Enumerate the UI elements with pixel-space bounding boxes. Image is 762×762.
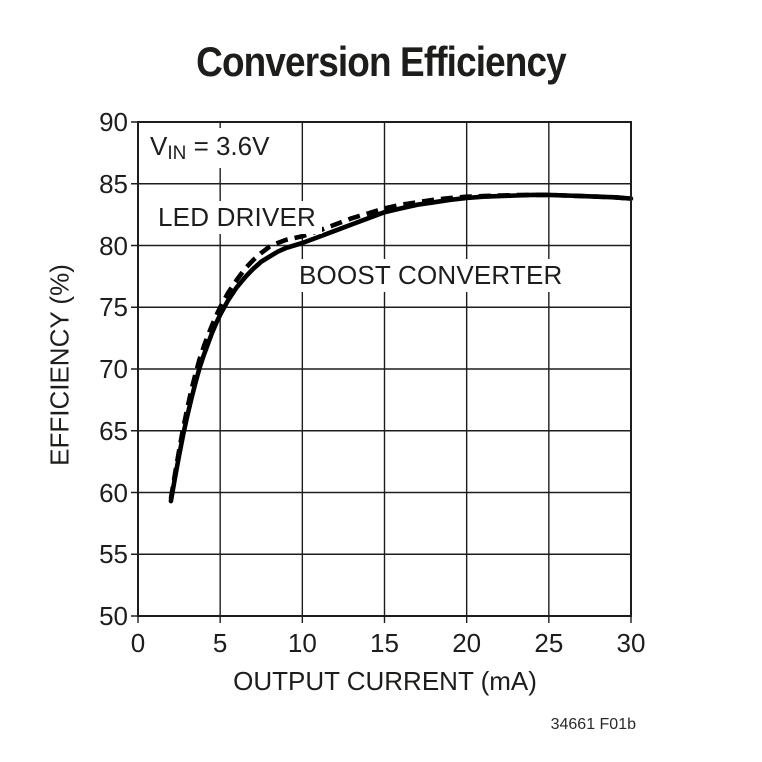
y-tick-label: 90 bbox=[99, 107, 128, 137]
x-tick-label: 15 bbox=[370, 628, 399, 658]
y-axis-title: EFFICIENCY (%) bbox=[44, 264, 75, 466]
x-tick-label: 25 bbox=[534, 628, 564, 658]
y-tick-label: 75 bbox=[99, 292, 128, 323]
x-tick-label: 20 bbox=[452, 628, 482, 658]
y-tick-label: 55 bbox=[99, 539, 128, 570]
figure-number: 34661 F01b bbox=[550, 716, 636, 733]
series-label-boost-converter: BOOST CONVERTER bbox=[293, 259, 569, 292]
vin-value: = 3.6V bbox=[186, 131, 270, 161]
curve-led-driver bbox=[168, 192, 632, 500]
series-label-led-driver: LED DRIVER bbox=[152, 201, 323, 234]
vin-annotation: VIN = 3.6V bbox=[146, 128, 280, 168]
y-tick-label: 80 bbox=[99, 230, 128, 261]
y-tick-label: 60 bbox=[99, 477, 128, 508]
vin-subscript: IN bbox=[167, 143, 187, 164]
x-tick-label: 10 bbox=[287, 628, 317, 658]
curve-boost-converter bbox=[168, 192, 634, 504]
vin-symbol: V bbox=[150, 131, 168, 161]
x-tick-label: 0 bbox=[130, 628, 146, 658]
y-tick-label: 50 bbox=[99, 601, 128, 631]
x-axis-title: OUTPUT CURRENT (mA) bbox=[233, 666, 537, 696]
y-tick-label: 85 bbox=[99, 168, 128, 199]
y-tick-label: 65 bbox=[99, 415, 128, 446]
x-tick-label: 5 bbox=[212, 628, 228, 658]
chart-title: Conversion Efficiency bbox=[196, 38, 567, 85]
plot-frame bbox=[137, 121, 632, 617]
y-tick-label: 70 bbox=[99, 354, 128, 384]
x-tick-label: 30 bbox=[616, 628, 646, 658]
